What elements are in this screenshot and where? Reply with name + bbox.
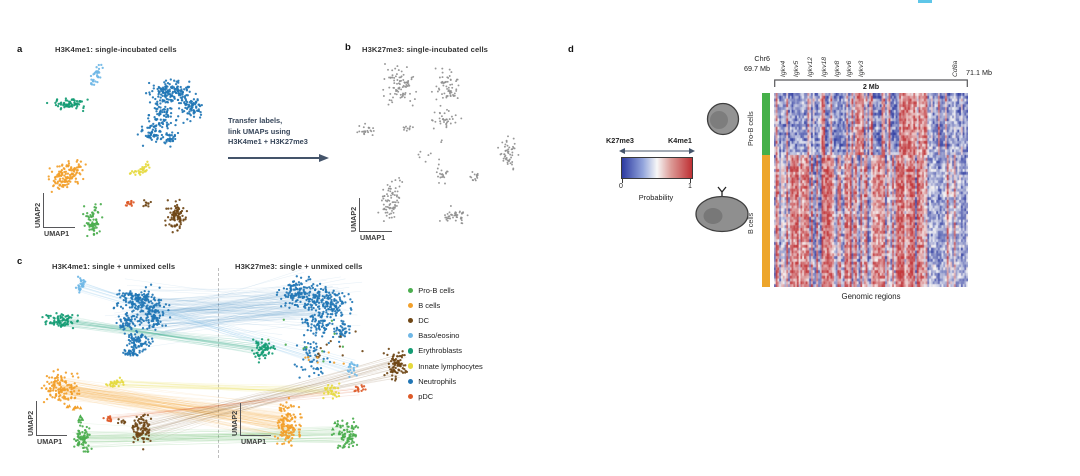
scale-bar-label: 2 Mb (858, 82, 884, 91)
legend-dot-icon (408, 303, 414, 309)
legend-dot-icon (408, 393, 414, 399)
umap-a-axes (43, 193, 75, 228)
legend-item: Baso/eosino (408, 328, 483, 343)
gene-label: Igkv5 (793, 60, 800, 77)
umap-b-ylabel: UMAP2 (349, 206, 358, 232)
legend-label: Innate lymphocytes (418, 361, 483, 371)
panel-a-label: a (17, 44, 23, 55)
umap-c-left-xlabel: UMAP1 (37, 437, 63, 446)
umap-a-xlabel: UMAP1 (44, 229, 70, 238)
pro-b-cell-icon (706, 102, 740, 136)
legend-label: Erythroblasts (418, 346, 462, 356)
colorbar-right-label: K4me1 (668, 136, 692, 145)
umap-c-left-ylabel: UMAP2 (26, 410, 35, 436)
legend-item: B cells (408, 298, 483, 313)
gene-label: Igkv8 (834, 60, 841, 77)
panel-c-title-left: H3K4me1: single + unmixed cells (52, 262, 176, 271)
heatmap-xlabel: Genomic regions (841, 292, 901, 301)
legend-dot-icon (408, 333, 414, 339)
umap-c-right-xlabel: UMAP1 (241, 437, 267, 446)
row-label-b-cells: B cells (746, 212, 755, 234)
legend-label: B cells (418, 301, 441, 311)
legend-dot-icon (408, 378, 414, 384)
chr-name: Chr6 (754, 54, 770, 63)
transfer-note-line1: Transfer labels, (228, 116, 283, 125)
chr-end: 71.1 Mb (966, 68, 992, 77)
transfer-arrow-icon (228, 154, 329, 162)
colorbar-arrow-icon (619, 148, 695, 154)
legend-dot-icon (408, 287, 414, 294)
legend-label: DC (418, 316, 430, 326)
legend-label: Pro-B cells (418, 286, 455, 296)
legend-label: Baso/eosino (418, 331, 460, 341)
umap-b-xlabel: UMAP1 (360, 233, 386, 242)
cell-type-legend: Pro-B cells B cells DC Baso/eosino Erythrobl… (408, 283, 483, 404)
gene-label: Igkv12 (807, 56, 814, 77)
panel-c-title-right: H3K27me3: single + unmixed cells (235, 262, 363, 271)
panel-d-label: d (568, 44, 574, 55)
gene-label: Igkv18 (821, 56, 828, 77)
colorbar-max: 1 (688, 183, 692, 190)
colorbar-tick-1 (690, 179, 691, 183)
b-cell-icon (695, 186, 749, 233)
legend-dot-icon (408, 348, 414, 354)
colorbar-min: 0 (619, 183, 623, 190)
gene-label: Igkv6 (846, 60, 853, 77)
umap-b-axes (359, 198, 392, 232)
legend-label: Neutrophils (418, 376, 457, 386)
panel-a-title: H3K4me1: single-incubated cells (55, 45, 177, 54)
colorbar-left-label: K27me3 (606, 136, 634, 145)
probability-colorbar (621, 157, 693, 179)
journal-logo-cropped (918, 0, 932, 3)
transfer-note: Transfer labels, link UMAPs using H3K4me… (228, 116, 308, 148)
scale-bar: 2 Mb (774, 76, 968, 94)
gene-label: Igkv4 (780, 60, 787, 77)
colorbar-title: Probability (638, 193, 674, 202)
transfer-note-line2: link UMAPs using (228, 126, 291, 136)
panel-c-label: c (17, 256, 23, 267)
chr-start: 69.7 Mb (744, 63, 770, 73)
gene-label: Cd8a (952, 60, 959, 77)
probability-heatmap (774, 93, 968, 287)
gene-label: Igkv3 (858, 60, 865, 77)
legend-item: pDC (408, 389, 483, 404)
umap-c-left-axes (36, 401, 67, 436)
panel-b-label: b (345, 42, 351, 53)
umap-a-ylabel: UMAP2 (33, 202, 42, 228)
legend-item: Neutrophils (408, 374, 483, 389)
row-label-pro-b: Pro-B cells (746, 111, 755, 146)
legend-item: DC (408, 313, 483, 328)
panel-c-divider (218, 268, 219, 458)
chr-coordinates: Chr6 69.7 Mb (718, 54, 770, 73)
transfer-note-line3: H3K4me1 + H3K27me3 (228, 137, 308, 146)
panel-b-title: H3K27me3: single-incubated cells (362, 45, 489, 54)
legend-item: Pro-B cells (408, 283, 483, 298)
legend-item: Innate lymphocytes (408, 358, 483, 373)
legend-label: pDC (418, 391, 434, 401)
umap-c-right-ylabel: UMAP2 (230, 410, 239, 436)
scale-bracket (774, 79, 968, 87)
legend-dot-icon (408, 363, 414, 369)
legend-dot-icon (408, 318, 414, 324)
colorbar-tick-0 (622, 179, 623, 183)
b-cells-row-band (762, 155, 770, 287)
legend-item: Erythroblasts (408, 343, 483, 358)
umap-c-right-axes (240, 403, 271, 436)
pro-b-row-band (762, 93, 770, 155)
